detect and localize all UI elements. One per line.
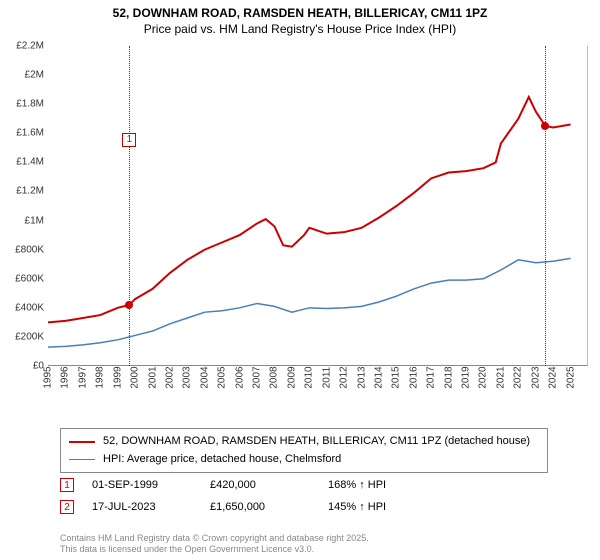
- legend-row: 52, DOWNHAM ROAD, RAMSDEN HEATH, BILLERI…: [69, 433, 539, 451]
- x-axis-tick: 2013: [356, 366, 367, 388]
- transaction-price: £1,650,000: [210, 501, 310, 513]
- x-axis-tick: 2024: [548, 366, 559, 388]
- footer-line1: Contains HM Land Registry data © Crown c…: [60, 533, 369, 545]
- transaction-row: 1 01-SEP-1999 £420,000 168% ↑ HPI: [60, 474, 548, 496]
- x-axis-tick: 2006: [234, 366, 245, 388]
- y-axis-tick: £600K: [0, 273, 44, 284]
- x-axis-tick: 1996: [60, 366, 71, 388]
- y-axis-tick: £1M: [0, 215, 44, 226]
- x-axis-tick: 2003: [182, 366, 193, 388]
- x-axis-tick: 2023: [530, 366, 541, 388]
- x-axis-tick: 2001: [147, 366, 158, 388]
- y-axis-tick: £2.2M: [0, 41, 44, 52]
- marker-vline-2: [545, 46, 546, 366]
- x-axis-tick: 2015: [391, 366, 402, 388]
- transaction-marker: 2: [60, 500, 74, 514]
- y-axis-tick: £200K: [0, 331, 44, 342]
- x-axis-tick: 1998: [95, 366, 106, 388]
- transaction-date: 01-SEP-1999: [92, 479, 192, 491]
- marker-label-1: 1: [122, 133, 136, 147]
- x-axis-tick: 2017: [426, 366, 437, 388]
- y-axis-tick: £2M: [0, 70, 44, 81]
- x-axis-tick: 2011: [321, 367, 332, 389]
- x-axis-tick: 1995: [43, 366, 54, 388]
- x-axis-tick: 2009: [286, 366, 297, 388]
- x-axis-tick: 2018: [443, 366, 454, 388]
- x-axis-tick: 1999: [112, 366, 123, 388]
- y-axis-tick: £0: [0, 361, 44, 372]
- transactions-table: 1 01-SEP-1999 £420,000 168% ↑ HPI 2 17-JUL-20…: [60, 474, 548, 518]
- transaction-price: £420,000: [210, 479, 310, 491]
- y-axis-tick: £1.4M: [0, 157, 44, 168]
- legend-swatch: [69, 459, 95, 460]
- x-axis-tick: 2020: [478, 366, 489, 388]
- x-axis-tick: 2025: [565, 366, 576, 388]
- legend-row: HPI: Average price, detached house, Chel…: [69, 451, 539, 469]
- x-axis-tick: 2019: [461, 366, 472, 388]
- x-axis-tick: 2014: [373, 366, 384, 388]
- x-axis-tick: 2012: [339, 366, 350, 388]
- x-axis-tick: 2008: [269, 366, 280, 388]
- y-axis-tick: £1.2M: [0, 186, 44, 197]
- plot-area: £0£200K£400K£600K£800K£1M£1.2M£1.4M£1.6M…: [48, 46, 588, 366]
- chart-title-line2: Price paid vs. HM Land Registry's House …: [0, 22, 600, 42]
- x-axis-tick: 1997: [77, 366, 88, 388]
- transaction-date: 17-JUL-2023: [92, 501, 192, 513]
- series-price_paid: [48, 97, 571, 322]
- x-axis-tick: 2010: [304, 366, 315, 388]
- transaction-marker: 1: [60, 478, 74, 492]
- x-axis-tick: 2021: [495, 366, 506, 388]
- x-axis-tick: 2002: [164, 366, 175, 388]
- legend-swatch: [69, 441, 95, 443]
- x-axis-tick: 2005: [217, 366, 228, 388]
- footer-line2: This data is licensed under the Open Gov…: [60, 544, 369, 556]
- transaction-hpi: 168% ↑ HPI: [328, 479, 548, 491]
- y-axis-tick: £1.8M: [0, 99, 44, 110]
- legend-box: 52, DOWNHAM ROAD, RAMSDEN HEATH, BILLERI…: [60, 428, 548, 473]
- x-axis-tick: 2004: [199, 366, 210, 388]
- legend-label: 52, DOWNHAM ROAD, RAMSDEN HEATH, BILLERI…: [103, 433, 530, 451]
- transaction-hpi: 145% ↑ HPI: [328, 501, 548, 513]
- x-axis-tick: 2007: [252, 366, 263, 388]
- marker-vline-1: [129, 46, 130, 366]
- x-axis-tick: 2000: [130, 366, 141, 388]
- transaction-row: 2 17-JUL-2023 £1,650,000 145% ↑ HPI: [60, 496, 548, 518]
- y-axis-tick: £800K: [0, 244, 44, 255]
- x-axis-tick: 2022: [513, 366, 524, 388]
- chart-title-line1: 52, DOWNHAM ROAD, RAMSDEN HEATH, BILLERI…: [0, 0, 600, 22]
- chart-area: £0£200K£400K£600K£800K£1M£1.2M£1.4M£1.6M…: [48, 46, 588, 396]
- marker-dot-1: [125, 301, 133, 309]
- legend-label: HPI: Average price, detached house, Chel…: [103, 451, 341, 469]
- y-axis-tick: £1.6M: [0, 128, 44, 139]
- y-axis-tick: £400K: [0, 302, 44, 313]
- marker-dot-2: [541, 122, 549, 130]
- x-axis-tick: 2016: [408, 366, 419, 388]
- footer-attribution: Contains HM Land Registry data © Crown c…: [60, 533, 369, 556]
